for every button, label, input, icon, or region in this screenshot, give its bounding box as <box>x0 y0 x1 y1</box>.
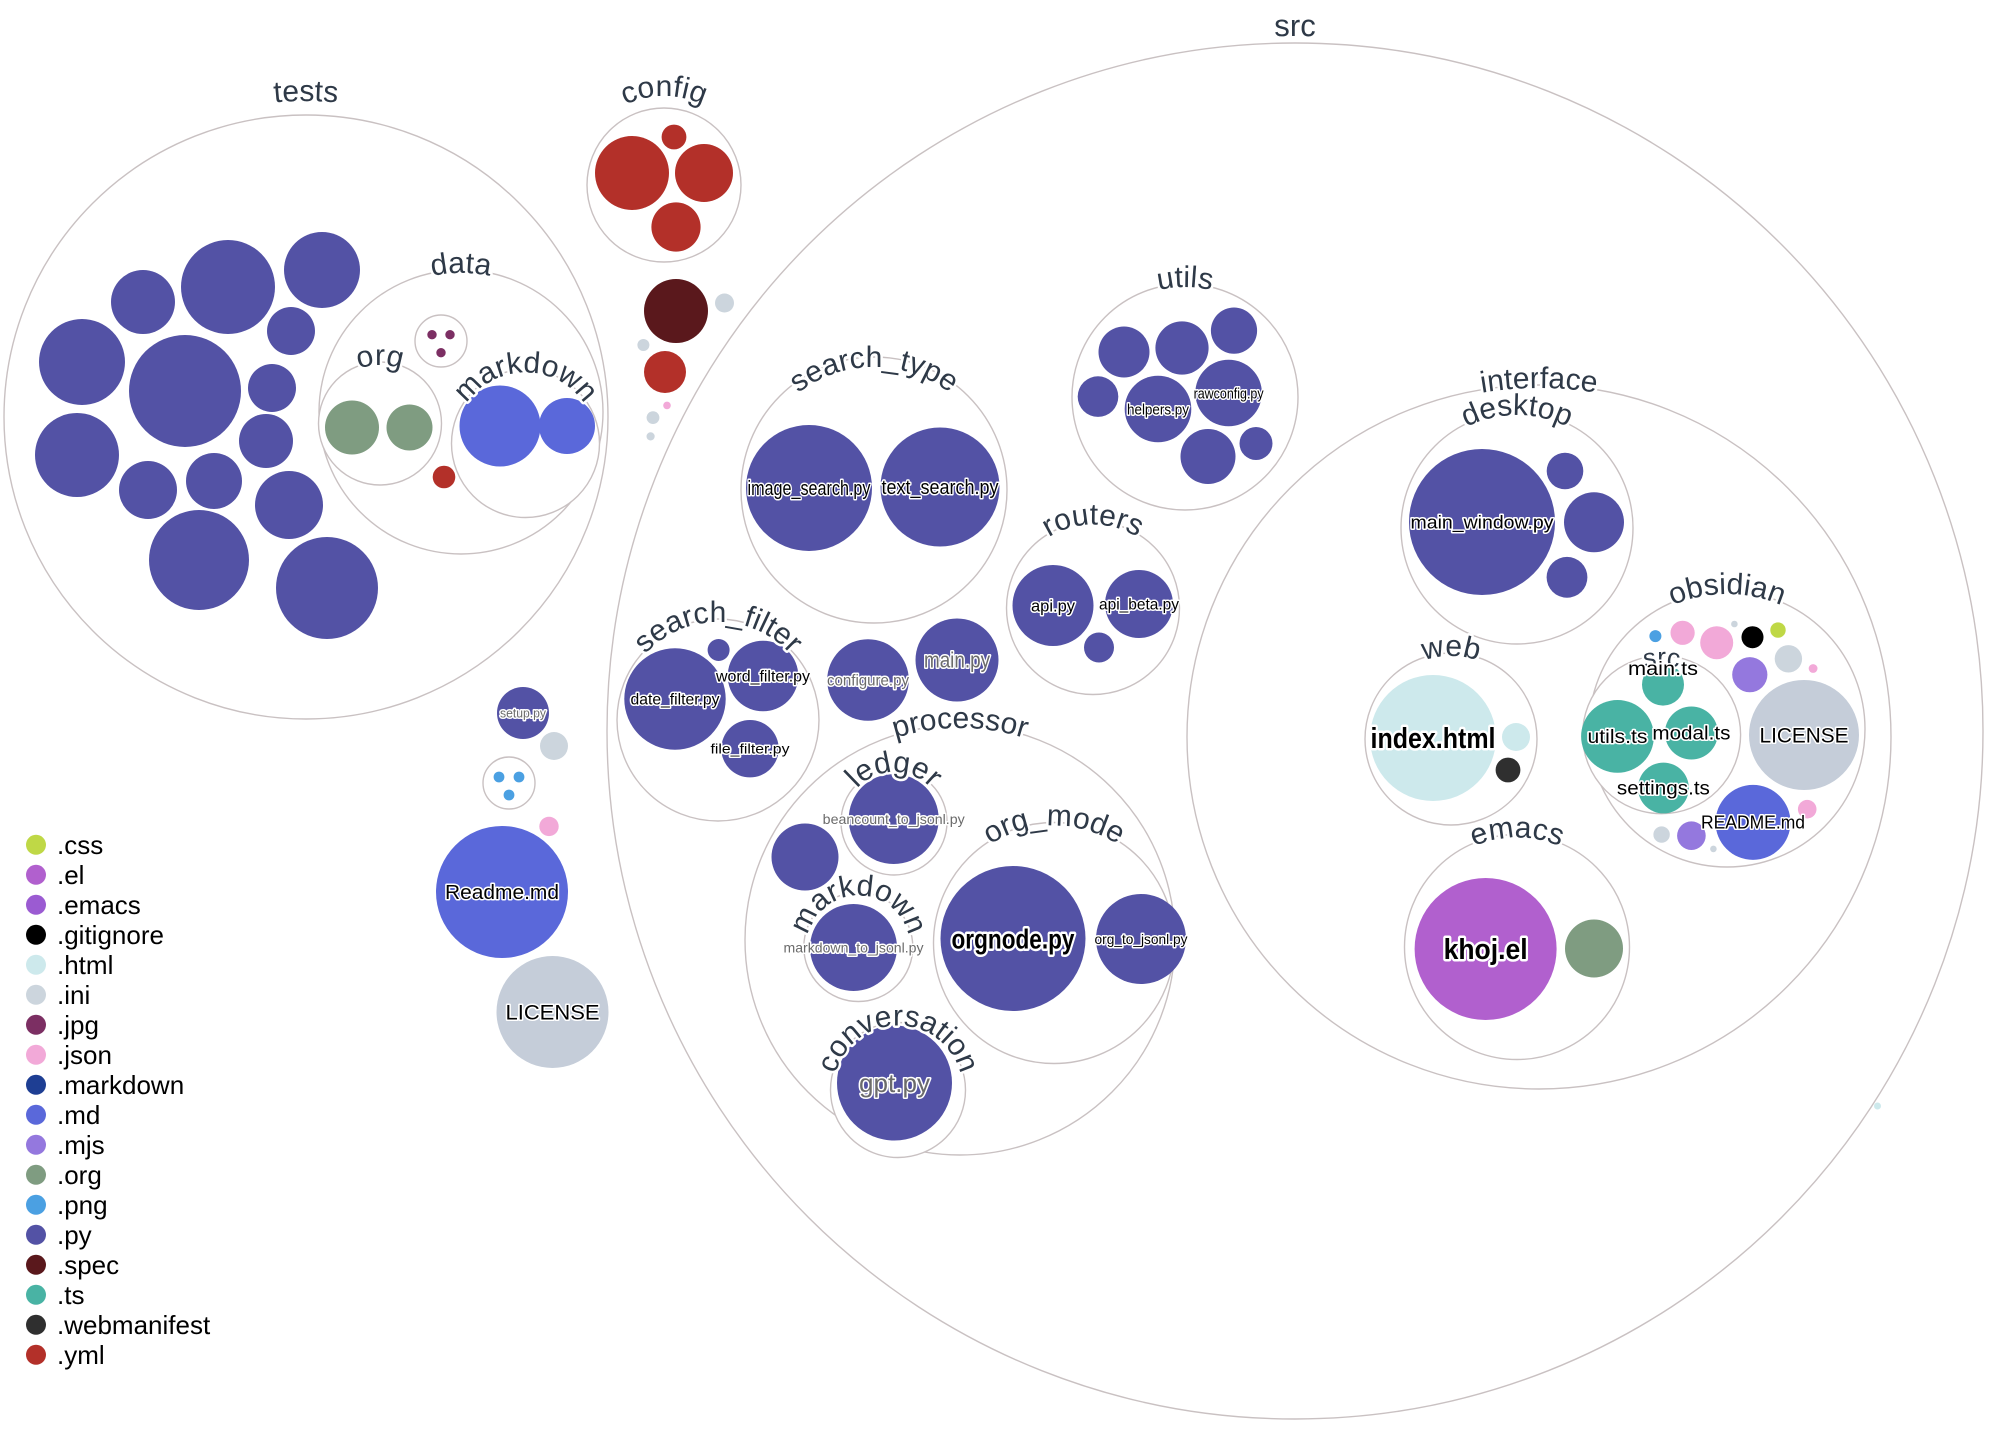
svg-text:Readme.md: Readme.md <box>445 882 559 904</box>
svg-text:setup.py: setup.py <box>500 706 546 721</box>
svg-text:text_search.py: text_search.py <box>882 477 999 499</box>
svg-text:.yml: .yml <box>57 1340 105 1370</box>
svg-text:index.html: index.html <box>1371 723 1496 755</box>
svg-text:main_window.py: main_window.py <box>1411 512 1554 533</box>
svg-text:.html: .html <box>57 950 113 980</box>
svg-text:image_search.py: image_search.py <box>748 478 871 500</box>
svg-text:date_filter.py: date_filter.py <box>631 692 720 709</box>
svg-text:.jpg: .jpg <box>57 1010 99 1040</box>
svg-text:rawconfig.py: rawconfig.py <box>1194 385 1264 402</box>
svg-text:orgnode.py: orgnode.py <box>952 923 1075 954</box>
svg-text:.webmanifest: .webmanifest <box>57 1310 211 1340</box>
svg-text:beancount_to_jsonl.py: beancount_to_jsonl.py <box>823 811 965 827</box>
svg-text:markdown_to_jsonl.py: markdown_to_jsonl.py <box>784 939 924 955</box>
svg-text:.el: .el <box>57 860 84 890</box>
svg-text:web: web <box>1418 630 1484 667</box>
svg-text:LICENSE: LICENSE <box>506 1001 600 1024</box>
svg-text:.json: .json <box>57 1040 112 1070</box>
svg-text:settings.ts: settings.ts <box>1617 779 1710 800</box>
svg-text:org_to_jsonl.py: org_to_jsonl.py <box>1095 931 1188 947</box>
svg-text:.org: .org <box>57 1160 102 1190</box>
svg-text:src: src <box>1641 642 1683 674</box>
svg-text:khoj.el: khoj.el <box>1444 934 1528 966</box>
svg-text:config: config <box>616 70 712 111</box>
svg-text:.markdown: .markdown <box>57 1070 184 1100</box>
svg-text:api_beta.py: api_beta.py <box>1099 597 1179 614</box>
svg-text:main.py: main.py <box>924 648 990 673</box>
svg-text:.gitignore: .gitignore <box>57 920 164 950</box>
svg-text:README.md: README.md <box>1701 813 1805 833</box>
svg-text:helpers.py: helpers.py <box>1127 401 1189 418</box>
svg-text:.emacs: .emacs <box>57 890 141 920</box>
svg-text:org: org <box>353 339 407 375</box>
svg-text:utils.ts: utils.ts <box>1588 727 1648 748</box>
svg-text:word_filter.py: word_filter.py <box>715 669 810 686</box>
svg-text:.spec: .spec <box>57 1250 119 1280</box>
svg-text:.mjs: .mjs <box>57 1130 105 1160</box>
svg-text:.py: .py <box>57 1220 92 1250</box>
svg-text:LICENSE: LICENSE <box>1760 724 1849 747</box>
svg-text:data: data <box>428 247 494 283</box>
svg-text:main.ts: main.ts <box>1628 659 1698 680</box>
svg-text:.css: .css <box>57 830 103 860</box>
svg-text:.ts: .ts <box>57 1280 84 1310</box>
svg-text:.md: .md <box>57 1100 100 1130</box>
svg-text:file_filter.py: file_filter.py <box>711 741 790 757</box>
svg-text:.ini: .ini <box>57 980 90 1010</box>
svg-text:utils: utils <box>1154 261 1216 297</box>
svg-text:configure.py: configure.py <box>827 673 909 690</box>
svg-text:src: src <box>1274 8 1316 43</box>
svg-text:modal.ts: modal.ts <box>1652 724 1730 745</box>
svg-text:.png: .png <box>57 1190 108 1220</box>
svg-text:gpt.py: gpt.py <box>859 1068 930 1098</box>
svg-text:tests: tests <box>272 75 339 110</box>
svg-text:api.py: api.py <box>1031 596 1075 615</box>
